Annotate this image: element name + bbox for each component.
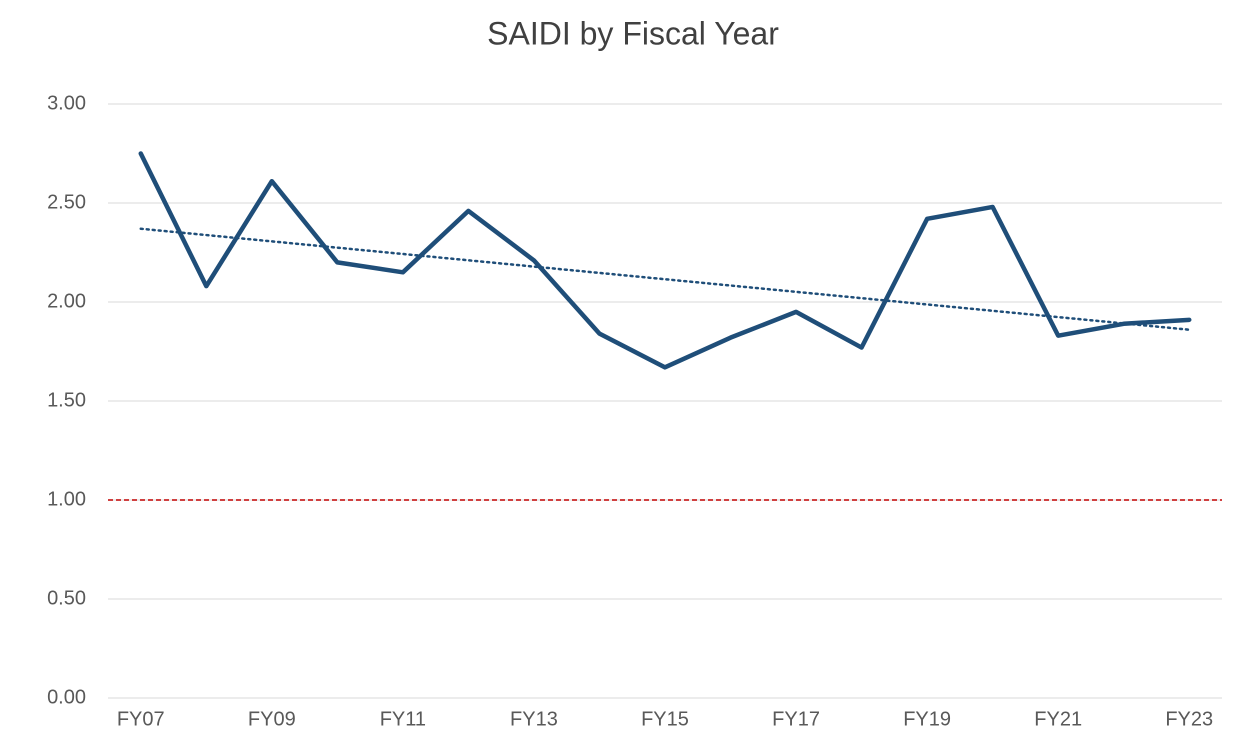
x-tick-label: FY19 — [903, 708, 951, 730]
x-tick-label: FY13 — [510, 708, 558, 730]
y-tick-label: 2.50 — [47, 191, 86, 213]
y-tick-label: 3.00 — [47, 92, 86, 114]
y-tick-label: 2.00 — [47, 290, 86, 312]
chart-title: SAIDI by Fiscal Year — [487, 15, 779, 51]
x-tick-label: FY11 — [380, 708, 426, 730]
x-tick-label: FY17 — [772, 708, 820, 730]
x-tick-label: FY21 — [1034, 708, 1082, 730]
data-line — [138, 151, 1192, 370]
x-tick-label: FY15 — [641, 708, 689, 730]
y-tick-label: 1.50 — [47, 389, 86, 411]
x-tick-label: FY07 — [117, 708, 165, 730]
y-tick-label: 0.50 — [47, 587, 86, 609]
y-tick-label: 0.00 — [47, 686, 86, 708]
x-tick-label: FY23 — [1165, 708, 1213, 730]
y-tick-label: 1.00 — [47, 488, 86, 510]
x-tick-label: FY09 — [248, 708, 296, 730]
trendline — [139, 227, 1191, 331]
